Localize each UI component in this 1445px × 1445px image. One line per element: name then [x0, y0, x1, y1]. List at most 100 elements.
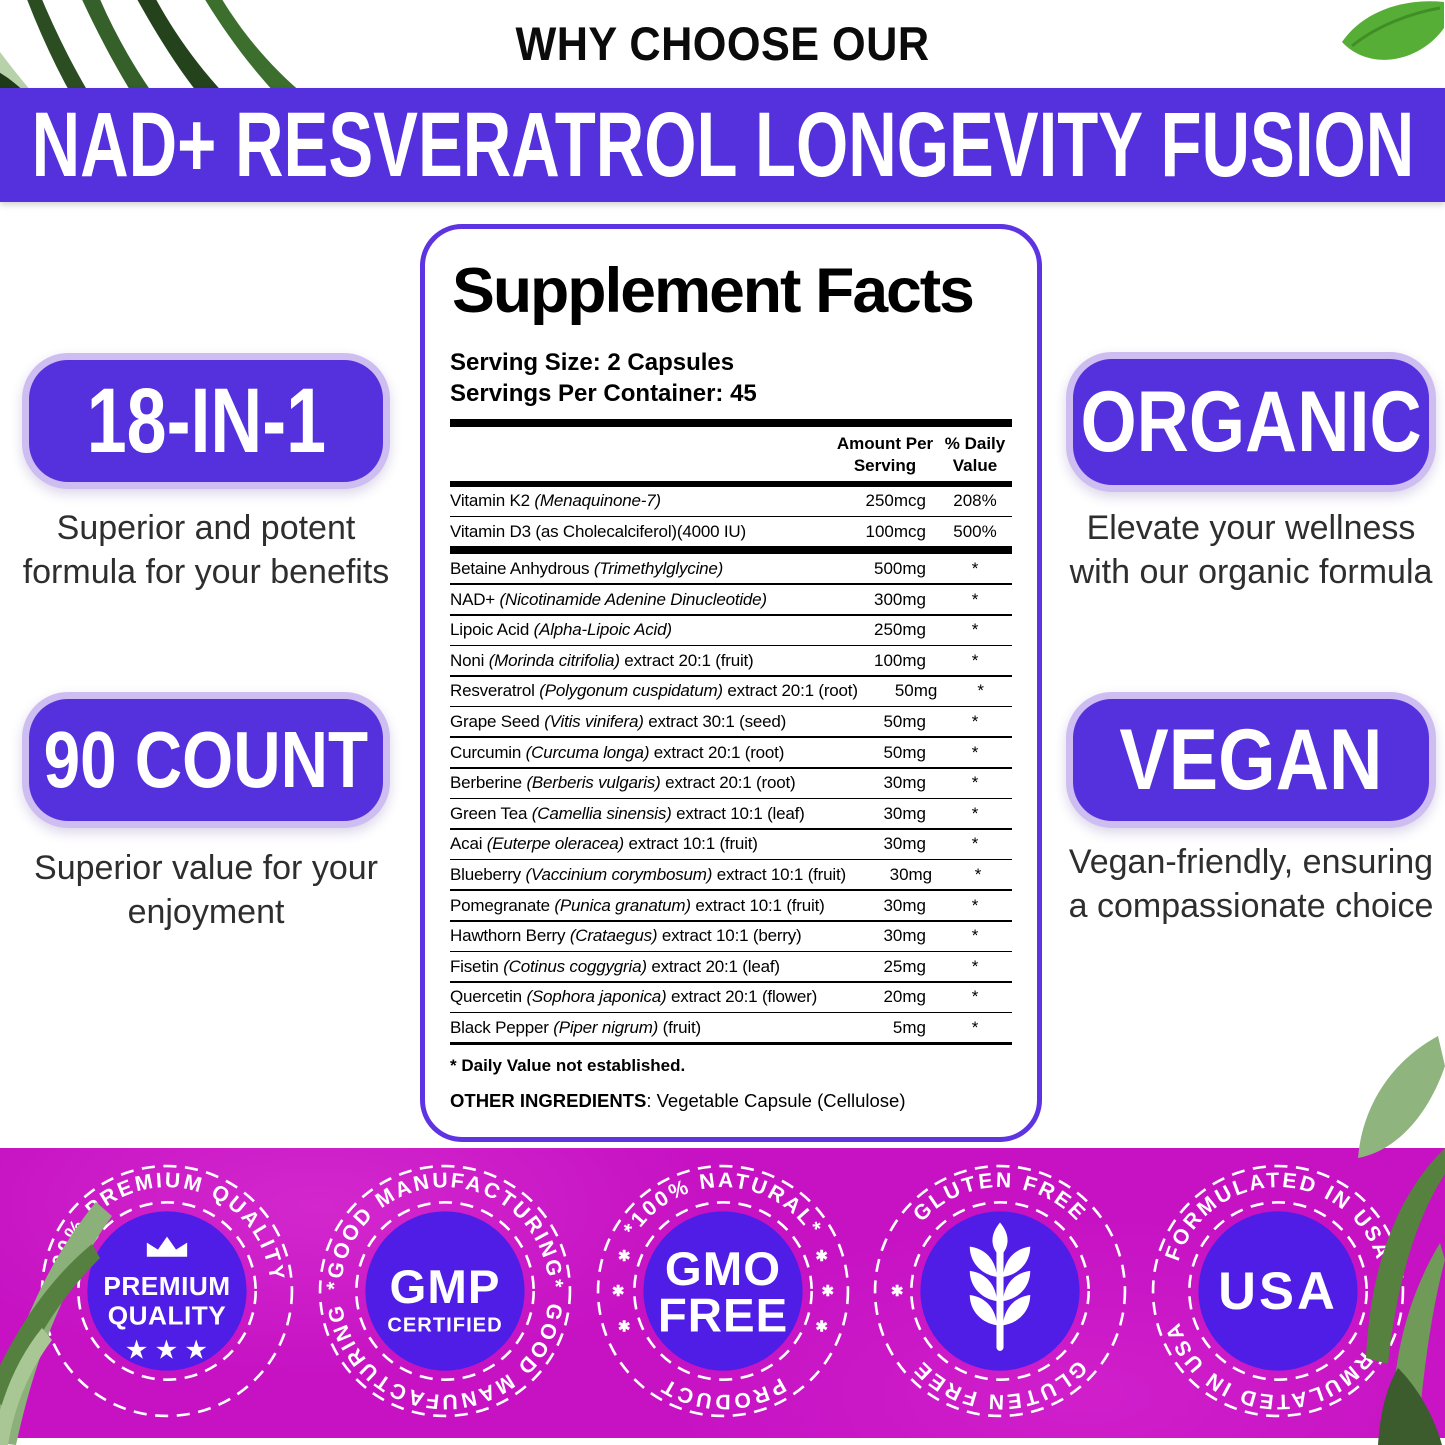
ingredient-row: Betaine Anhydrous (Trimethylglycine) 500… — [450, 554, 1012, 583]
ingredient-name: Green Tea (Camellia sinensis) extract 10… — [450, 803, 805, 823]
ingredient-amount: 500mg — [874, 558, 926, 578]
ingredient-name: Curcumin (Curcuma longa) extract 20:1 (r… — [450, 742, 785, 762]
facts-header-row: Amount Per Serving % Daily Value — [450, 427, 1012, 481]
ingredient-daily-value: * — [971, 987, 979, 1007]
wheat-icon — [970, 1222, 1031, 1351]
ingredient-amount: 100mcg — [865, 521, 926, 541]
seal-inner-circle — [1198, 1211, 1358, 1371]
divider-medium — [450, 480, 1012, 487]
ingredient-daily-value: * — [971, 834, 979, 854]
ingredient-row: Grape Seed (Vitis vinifera) extract 30:1… — [450, 707, 1012, 736]
ingredient-daily-value: * — [971, 773, 979, 793]
ingredient-amount: 30mg — [883, 803, 926, 823]
ingredient-daily-value: * — [971, 711, 979, 731]
ingredient-name: Acai (Euterpe oleracea) extract 10:1 (fr… — [450, 834, 758, 854]
row-divider — [450, 1042, 1012, 1046]
ingredient-name: Blueberry (Vaccinium corymbosum) extract… — [450, 864, 846, 884]
ingredient-row: Green Tea (Camellia sinensis) extract 10… — [450, 799, 1012, 828]
svg-text:✱: ✱ — [815, 1248, 828, 1265]
ingredient-row: NAD+ (Nicotinamide Adenine Dinucleotide)… — [450, 585, 1012, 614]
svg-text:✱: ✱ — [815, 1318, 828, 1335]
ingredient-amount: 250mg — [874, 620, 926, 640]
ingredient-row: Curcumin (Curcuma longa) extract 20:1 (r… — [450, 738, 1012, 767]
ingredient-name: Quercetin (Sophora japonica) extract 20:… — [450, 987, 818, 1007]
ingredient-name: NAD+ (Nicotinamide Adenine Dinucleotide) — [450, 589, 767, 609]
badge-vegan: VEGAN — [1066, 692, 1436, 828]
svg-text:✱: ✱ — [617, 1318, 630, 1335]
ingredient-name: Black Pepper (Piper nigrum) (fruit) — [450, 1017, 701, 1037]
ingredient-amount: 30mg — [889, 864, 933, 884]
ingredient-row: Acai (Euterpe oleracea) extract 10:1 (fr… — [450, 830, 1012, 859]
svg-text:✱: ✱ — [617, 1248, 630, 1265]
row-divider — [450, 889, 1012, 891]
svg-text:PREMIUM: PREMIUM — [103, 1271, 230, 1301]
supplement-facts-title: Supplement Facts — [452, 256, 975, 326]
seal-inner-circle — [365, 1211, 525, 1371]
badge-90-count-description: Superior value for your enjoyment — [34, 849, 378, 932]
ingredient-name: Berberine (Berberis vulgaris) extract 20… — [450, 773, 796, 793]
badge-vegan-label: VEGAN — [1119, 711, 1383, 808]
ingredient-name: Resveratrol (Polygonum cuspidatum) extra… — [450, 681, 858, 701]
seal-gmp-certified: *GOOD MANUFACTURING* GOOD MANUFACTURING … — [318, 1164, 572, 1418]
certification-seals: 100% PREMIUM QUALITY PREMIUM QUALITY ★★★… — [0, 1160, 1445, 1426]
ingredient-amount: 30mg — [883, 773, 926, 793]
other-ingredients-value: : Vegetable Capsule (Cellulose) — [646, 1090, 906, 1112]
row-divider — [450, 797, 1012, 800]
badge-90-count-label: 90 COUNT — [43, 715, 369, 804]
ingredient-name: Grape Seed (Vitis vinifera) extract 30:1… — [450, 711, 787, 731]
ingredient-daily-value: * — [971, 650, 979, 670]
ingredient-name: Vitamin D3 (as Cholecalciferol)(4000 IU) — [450, 521, 746, 541]
ingredient-daily-value: * — [971, 956, 979, 976]
ingredient-name: Noni (Morinda citrifolia) extract 20:1 (… — [450, 650, 754, 670]
ingredient-daily-value: * — [971, 558, 979, 578]
ingredient-row: Blueberry (Vaccinium corymbosum) extract… — [450, 860, 1012, 889]
ingredient-daily-value: * — [971, 742, 979, 762]
ingredient-row: Fisetin (Cotinus coggygria) extract 20:1… — [450, 952, 1012, 981]
ingredient-name: Vitamin K2 (Menaquinone-7) — [450, 491, 661, 511]
seal-inner-circle — [87, 1211, 247, 1371]
ingredient-name: Fisetin (Cotinus coggygria) extract 20:1… — [450, 956, 780, 976]
ingredient-daily-value: * — [971, 589, 979, 609]
svg-text:QUALITY: QUALITY — [108, 1300, 226, 1330]
stars-icon: ★★★ — [126, 1337, 215, 1363]
ingredient-daily-value: * — [971, 803, 979, 823]
seal-inner-circle — [642, 1211, 803, 1371]
svg-text:✱: ✱ — [821, 1283, 834, 1300]
ingredient-amount: 50mg — [883, 711, 926, 731]
ingredient-row: Quercetin (Sophora japonica) extract 20:… — [450, 983, 1012, 1012]
ingredient-row: Pomegranate (Punica granatum) extract 10… — [450, 891, 1012, 920]
row-divider — [450, 614, 1012, 616]
row-divider — [450, 546, 1012, 555]
crown-icon — [146, 1236, 188, 1257]
supplement-facts-panel: Supplement Facts Serving Size: 2 Capsule… — [420, 224, 1042, 1142]
ingredient-row: Vitamin K2 (Menaquinone-7) 250mcg 208% — [450, 487, 1012, 516]
ingredient-row: Resveratrol (Polygonum cuspidatum) extra… — [450, 677, 1012, 706]
row-divider — [450, 858, 1012, 861]
svg-text:USA: USA — [1218, 1263, 1338, 1321]
facts-rows: Vitamin K2 (Menaquinone-7) 250mcg 208% V… — [450, 487, 1012, 1046]
ingredient-daily-value: * — [971, 620, 979, 640]
svg-text:GMO: GMO — [664, 1243, 780, 1296]
svg-text:CERTIFIED: CERTIFIED — [387, 1314, 502, 1336]
ingredient-row: Berberine (Berberis vulgaris) extract 20… — [450, 769, 1012, 798]
ingredient-amount: 250mcg — [865, 491, 926, 511]
seal-premium-quality: 100% PREMIUM QUALITY PREMIUM QUALITY ★★★ — [40, 1164, 294, 1418]
ingredient-daily-value: 500% — [953, 521, 997, 541]
badge-18-in-1-label: 18-IN-1 — [86, 369, 326, 472]
ingredient-amount: 30mg — [883, 895, 926, 915]
row-divider — [450, 705, 1012, 708]
ingredient-amount: 5mg — [892, 1017, 926, 1037]
ingredient-row: Lipoic Acid (Alpha-Lipoic Acid) 250mg * — [450, 616, 1012, 645]
svg-text:✱: ✱ — [611, 1283, 624, 1300]
ingredient-row: Noni (Morinda citrifolia) extract 20:1 (… — [450, 646, 1012, 675]
ingredient-name: Lipoic Acid (Alpha-Lipoic Acid) — [450, 620, 672, 640]
ingredient-amount: 30mg — [883, 926, 926, 946]
other-ingredients-label: OTHER INGREDIENTS — [450, 1090, 647, 1112]
ingredient-row: Hawthorn Berry (Crataegus) extract 10:1 … — [450, 922, 1012, 951]
ingredient-daily-value: * — [971, 926, 979, 946]
product-title: NAD+ RESVERATROL LONGEVITY FUSION — [31, 93, 1414, 196]
row-divider — [450, 920, 1012, 922]
ingredient-daily-value: * — [974, 864, 982, 884]
daily-value-footnote: * Daily Value not established. — [450, 1056, 686, 1076]
badge-organic: ORGANIC — [1066, 352, 1436, 492]
